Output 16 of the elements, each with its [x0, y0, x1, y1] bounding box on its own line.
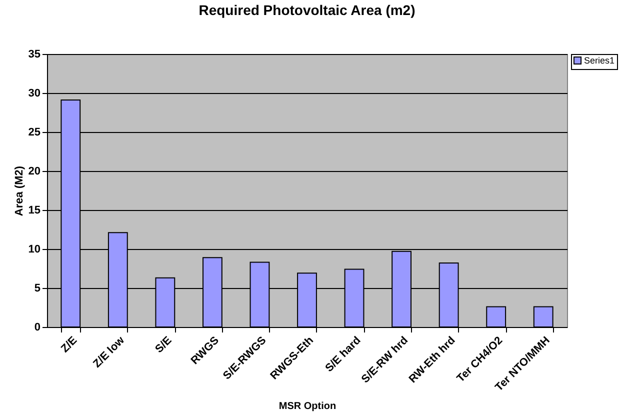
x-tick-label: Z/E low [91, 334, 128, 370]
y-tick-label: 35 [28, 48, 40, 60]
chart-title: Required Photovoltaic Area (m2) [198, 2, 416, 18]
y-tick-label: 30 [28, 88, 40, 100]
x-tick-label: Z/E [59, 334, 80, 356]
y-axis-title: Area (M2) [13, 166, 26, 216]
legend-label: Series1 [584, 56, 615, 66]
bar [486, 306, 506, 328]
y-tick-label: 0 [34, 322, 40, 334]
x-axis-title: MSR Option [278, 400, 336, 412]
x-tick-label: S/E [153, 334, 174, 356]
y-tick-label: 5 [34, 282, 40, 294]
y-tick-label: 15 [28, 204, 40, 216]
y-tick-label: 10 [28, 244, 40, 256]
y-tick-label: 20 [28, 166, 40, 178]
y-tick-label: 25 [28, 126, 40, 138]
